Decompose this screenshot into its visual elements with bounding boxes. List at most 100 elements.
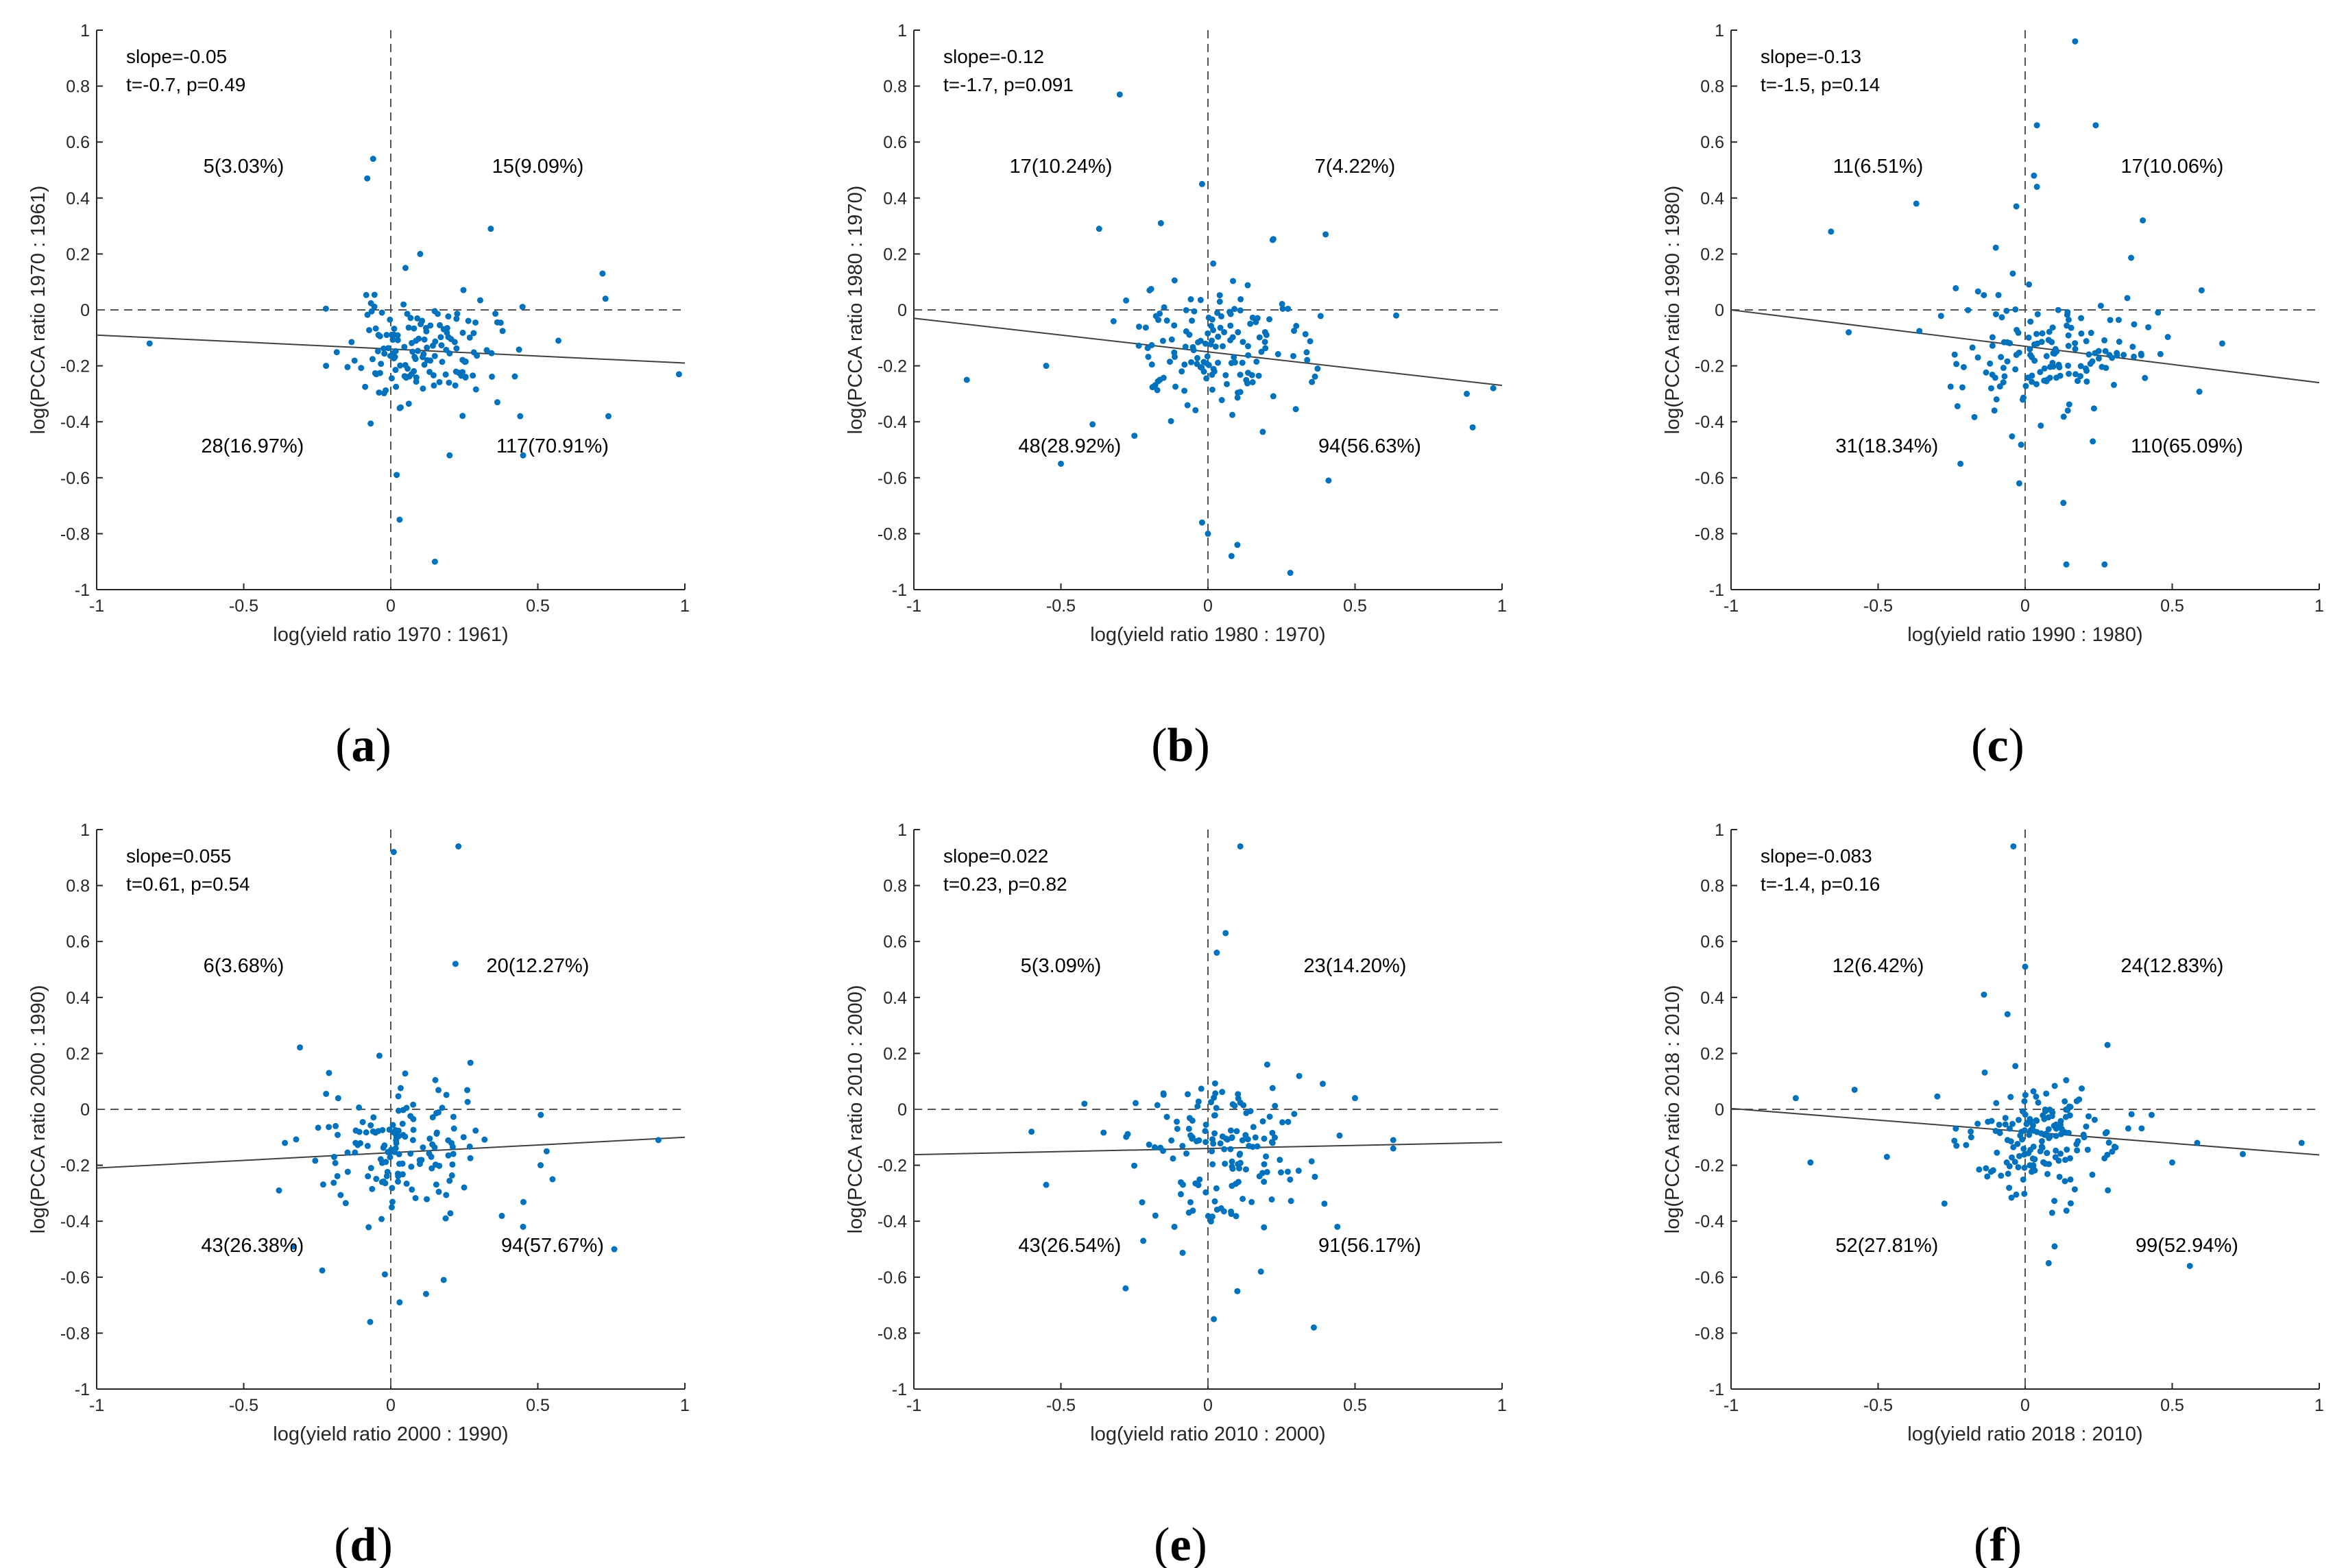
data-point (293, 1136, 300, 1143)
y-tick-label: 1 (80, 821, 90, 840)
y-tick-label: 0.8 (66, 77, 90, 97)
data-point (1202, 1189, 1209, 1196)
data-point (1209, 1148, 1216, 1155)
data-point (335, 1095, 341, 1102)
data-point (2138, 352, 2144, 359)
x-tick-label: 0 (1203, 1396, 1213, 1415)
data-point (2077, 373, 2084, 380)
data-point (963, 376, 970, 383)
data-point (399, 1160, 406, 1167)
data-point (373, 1176, 380, 1183)
data-point (389, 1198, 396, 1205)
data-point (365, 1224, 372, 1231)
data-point (2049, 359, 2056, 366)
data-point (1263, 1153, 1270, 1160)
data-point (2020, 394, 2027, 401)
scatter-points (1828, 38, 2225, 568)
data-point (326, 1070, 332, 1076)
data-point (599, 270, 606, 277)
y-tick-label: 0.6 (883, 932, 907, 952)
data-point (2016, 1153, 2022, 1159)
data-point (414, 315, 421, 322)
data-point (402, 1133, 409, 1140)
data-point (2033, 330, 2040, 337)
data-point (1110, 318, 1117, 325)
data-point (2014, 1140, 2021, 1147)
data-point (1261, 1224, 1268, 1231)
data-point (1239, 1137, 1246, 1144)
data-point (455, 843, 462, 849)
data-point (1202, 1128, 1209, 1135)
data-point (402, 1070, 409, 1077)
data-point (445, 313, 452, 320)
data-point (517, 413, 524, 420)
data-point (1256, 1173, 1263, 1180)
data-point (1308, 1158, 1315, 1165)
data-point (426, 368, 433, 375)
data-point (549, 1176, 556, 1183)
data-point (348, 339, 355, 346)
x-axis-label: log(yield ratio 1990 : 1980) (1907, 624, 2142, 646)
data-point (2000, 339, 2007, 346)
data-point (1974, 288, 1981, 295)
data-point (1913, 200, 1920, 207)
significance-text: t=-1.5, p=0.14 (1761, 74, 1880, 95)
quadrant-label-lower-left: 48(28.92%) (1018, 435, 1121, 457)
data-point (2087, 361, 2094, 367)
data-point (2038, 1137, 2045, 1144)
data-point (330, 1179, 337, 1186)
data-point (315, 1124, 322, 1131)
data-point (2142, 374, 2149, 381)
data-point (2016, 480, 2022, 487)
data-point (337, 1192, 344, 1198)
x-tick-label: -1 (89, 1396, 104, 1415)
data-point (1188, 359, 1195, 365)
data-point (1189, 1117, 1196, 1124)
data-point (1218, 397, 1225, 404)
data-point (448, 336, 455, 343)
data-point (2017, 1132, 2024, 1139)
data-point (2097, 302, 2104, 309)
data-point (2063, 1077, 2070, 1084)
y-tick-label: -1 (892, 581, 907, 600)
data-point (1227, 337, 1234, 343)
data-point (326, 1124, 332, 1131)
data-point (367, 1122, 374, 1129)
x-tick-label: -0.5 (1046, 1396, 1076, 1415)
data-point (1209, 372, 1216, 378)
data-point (1983, 1165, 1990, 1172)
data-point (1213, 1105, 1220, 1111)
data-point (474, 352, 481, 359)
data-point (1295, 1168, 1302, 1174)
data-point (2033, 183, 2040, 190)
data-point (1272, 1102, 1279, 1109)
x-tick-label: -1 (906, 596, 921, 616)
data-point (450, 1113, 457, 1120)
y-tick-label: -1 (1709, 581, 1724, 600)
data-point (1195, 339, 1202, 346)
data-point (470, 372, 476, 379)
data-point (297, 1044, 304, 1051)
data-point (1218, 313, 1224, 319)
data-point (387, 316, 394, 323)
data-point (2090, 405, 2097, 412)
data-point (470, 330, 477, 337)
data-point (2083, 378, 2090, 385)
data-point (415, 348, 422, 354)
data-point (461, 359, 468, 365)
data-point (1234, 1288, 1241, 1294)
data-point (2101, 561, 2108, 568)
data-point (1952, 1125, 1959, 1132)
data-point (1968, 1134, 1974, 1141)
x-axis-label: log(yield ratio 2000 : 1990) (273, 1423, 508, 1445)
data-point (2128, 1111, 2135, 1118)
scatter-points (146, 156, 682, 565)
data-point (413, 378, 420, 385)
data-point (2157, 350, 2164, 357)
data-point (2218, 340, 2225, 347)
data-point (1211, 1316, 1218, 1323)
data-point (2042, 1131, 2049, 1137)
data-point (386, 1126, 393, 1133)
data-point (1989, 342, 1996, 349)
